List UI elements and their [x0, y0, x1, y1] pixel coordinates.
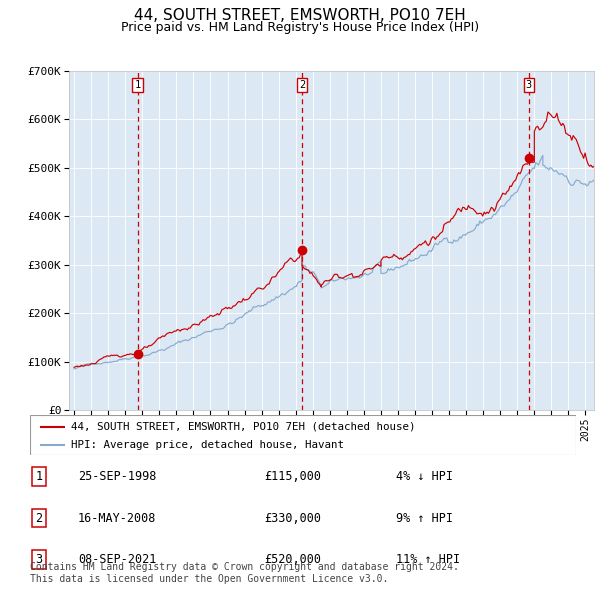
Text: 44, SOUTH STREET, EMSWORTH, PO10 7EH: 44, SOUTH STREET, EMSWORTH, PO10 7EH	[134, 8, 466, 22]
Text: 2: 2	[35, 512, 43, 525]
Text: 1: 1	[35, 470, 43, 483]
Text: 9% ↑ HPI: 9% ↑ HPI	[396, 512, 453, 525]
Text: 11% ↑ HPI: 11% ↑ HPI	[396, 553, 460, 566]
Text: 25-SEP-1998: 25-SEP-1998	[78, 470, 157, 483]
Text: Price paid vs. HM Land Registry's House Price Index (HPI): Price paid vs. HM Land Registry's House …	[121, 21, 479, 34]
Text: 3: 3	[35, 553, 43, 566]
Text: 3: 3	[526, 80, 532, 90]
Text: 44, SOUTH STREET, EMSWORTH, PO10 7EH (detached house): 44, SOUTH STREET, EMSWORTH, PO10 7EH (de…	[71, 422, 415, 432]
Text: £115,000: £115,000	[264, 470, 321, 483]
Text: 1: 1	[134, 80, 141, 90]
Text: £520,000: £520,000	[264, 553, 321, 566]
Text: 2: 2	[299, 80, 305, 90]
Text: Contains HM Land Registry data © Crown copyright and database right 2024.
This d: Contains HM Land Registry data © Crown c…	[30, 562, 459, 584]
Text: £330,000: £330,000	[264, 512, 321, 525]
Text: HPI: Average price, detached house, Havant: HPI: Average price, detached house, Hava…	[71, 440, 344, 450]
Text: 08-SEP-2021: 08-SEP-2021	[78, 553, 157, 566]
Text: 16-MAY-2008: 16-MAY-2008	[78, 512, 157, 525]
Text: 4% ↓ HPI: 4% ↓ HPI	[396, 470, 453, 483]
